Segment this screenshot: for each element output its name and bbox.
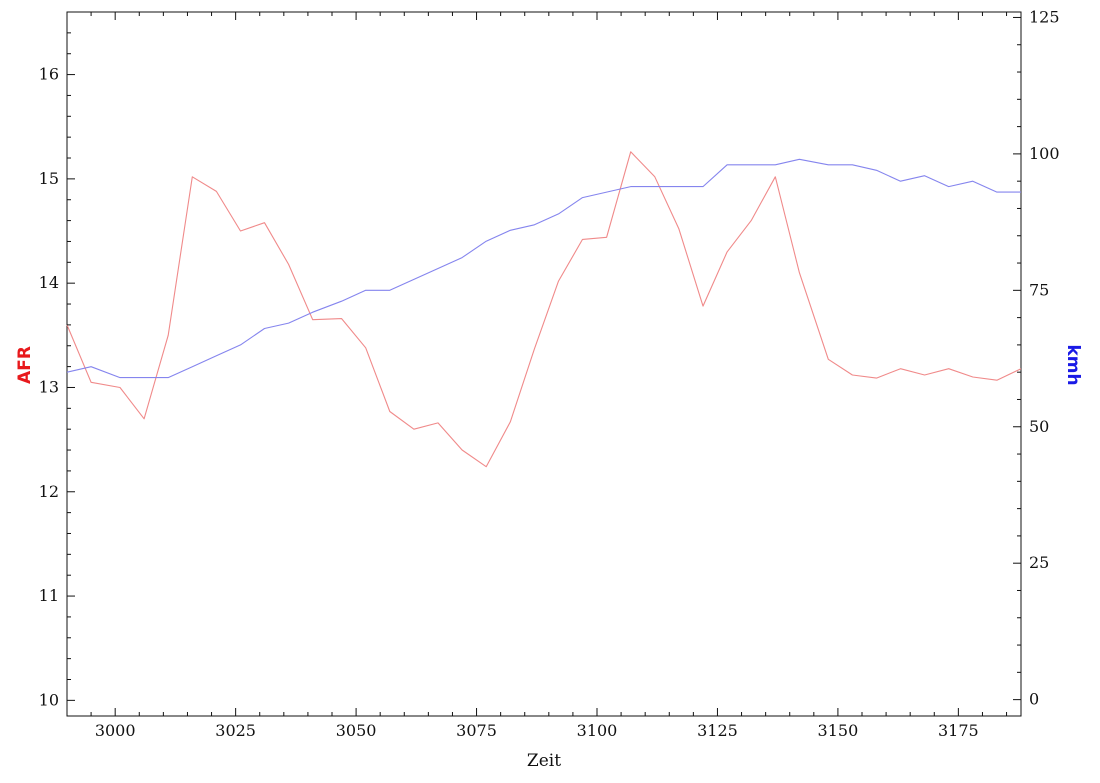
y-right-tick-label: 125 [1029, 7, 1060, 26]
x-tick-label: 3000 [95, 721, 136, 740]
right-axis-title: kmh [1063, 344, 1083, 385]
y-right-tick-label: 25 [1029, 553, 1049, 572]
x-tick-label: 3150 [818, 721, 859, 740]
y-right-tick-label: 0 [1029, 690, 1039, 709]
x-tick-label: 3175 [938, 721, 979, 740]
y-left-tick-label: 11 [39, 586, 59, 605]
x-tick-label: 3125 [697, 721, 738, 740]
x-tick-label: 3050 [336, 721, 377, 740]
y-left-tick-label: 15 [39, 169, 59, 188]
y-right-tick-label: 50 [1029, 417, 1049, 436]
y-right-tick-label: 75 [1029, 280, 1049, 299]
y-left-tick-label: 12 [39, 482, 59, 501]
y-left-tick-label: 14 [39, 273, 59, 292]
x-tick-label: 3025 [215, 721, 256, 740]
x-tick-label: 3075 [456, 721, 497, 740]
x-axis-title: Zeit [527, 751, 561, 771]
series-layer [66, 151, 1022, 468]
left-axis-title: AFR [15, 346, 35, 384]
plot-frame [66, 11, 1022, 717]
y-left-tick-label: 13 [39, 377, 59, 396]
series-line-afr [66, 151, 1022, 468]
y-right-tick-label: 100 [1029, 144, 1060, 163]
ticks-layer: 3000 3025 3050 3075 3100 3125 3150 3175 10 11 12 13… [39, 7, 1060, 740]
y-left-tick-label: 16 [39, 65, 59, 84]
series-line-kmh [66, 158, 1021, 379]
x-tick-label: 3100 [577, 721, 618, 740]
y-left-tick-label: 10 [39, 690, 59, 709]
